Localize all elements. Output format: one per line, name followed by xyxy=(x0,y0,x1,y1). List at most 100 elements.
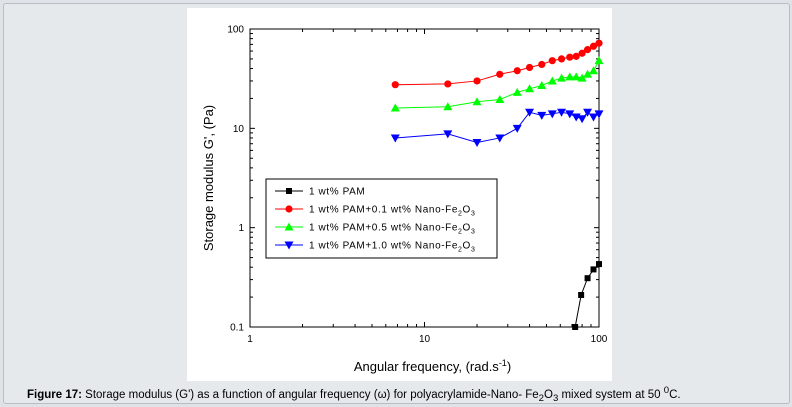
legend-label: 1 wt% PAM xyxy=(309,187,365,198)
data-point xyxy=(547,110,557,119)
data-point xyxy=(525,63,534,72)
legend-label: 1 wt% PAM+0.5 wt% Nano-Fe2O3 xyxy=(309,223,475,236)
y-axis-title: Storage modulus G', (Pa) xyxy=(201,105,216,251)
data-point xyxy=(557,73,567,82)
data-point xyxy=(583,46,592,54)
data-point xyxy=(495,95,505,104)
data-point xyxy=(525,108,535,117)
data-point xyxy=(538,60,546,69)
data-point xyxy=(578,291,585,298)
caption-text-after: mixed system at 50 xyxy=(558,388,664,401)
legend-label-main: 1 wt% PAM+0.5 wt% Nano-Fe xyxy=(309,223,458,234)
legend-marker xyxy=(284,222,294,231)
data-point xyxy=(590,266,597,273)
data-point xyxy=(577,115,587,124)
data-point xyxy=(589,113,599,122)
data-point xyxy=(578,49,586,57)
x-tick-label: 10 xyxy=(419,334,431,345)
legend-entry: 1 wt% PAM xyxy=(275,187,365,198)
data-point xyxy=(496,70,504,78)
data-point xyxy=(537,111,547,120)
x-axis-title-sup: -1 xyxy=(499,358,507,368)
x-tick-label: 100 xyxy=(591,334,608,345)
plot-panel: 1 10 100 0.1 1 10 100 Angular frequency, (rad.s… xyxy=(187,8,612,381)
legend-label-main: 1 wt% PAM+1.0 wt% Nano-Fe xyxy=(309,241,458,252)
data-point xyxy=(584,275,591,282)
data-point xyxy=(444,80,452,88)
data-point xyxy=(583,69,593,78)
legend-label-sub1: 2 xyxy=(458,247,463,254)
x-tick-label: 1 xyxy=(247,334,253,345)
caption-label: Figure 17: xyxy=(27,388,82,401)
data-point xyxy=(495,134,505,143)
series-3 xyxy=(390,56,604,112)
data-point xyxy=(512,87,522,96)
series-2 xyxy=(391,39,603,89)
data-point xyxy=(577,73,587,82)
data-point xyxy=(473,77,481,85)
series-line xyxy=(395,111,600,144)
data-point xyxy=(391,81,399,89)
legend-label-sub2: 3 xyxy=(471,211,476,218)
caption-mid1: O xyxy=(543,388,553,401)
data-point xyxy=(472,97,482,106)
caption-sub1: 2 xyxy=(538,393,544,405)
data-point xyxy=(571,72,581,81)
caption-unit: C. xyxy=(669,388,681,401)
data-point xyxy=(557,55,566,63)
data-point xyxy=(443,130,453,139)
data-point xyxy=(596,261,602,268)
data-point xyxy=(595,39,603,47)
data-point xyxy=(572,324,579,330)
legend-label-sub1: 2 xyxy=(458,229,463,236)
data-point xyxy=(565,72,575,81)
data-point xyxy=(557,108,567,117)
caption-sub2: 3 xyxy=(552,393,559,405)
data-point xyxy=(472,139,482,148)
data-point xyxy=(390,134,400,143)
legend-label-sub2: 3 xyxy=(471,229,476,236)
caption-text-before: Storage modulus (G') as a function of an… xyxy=(81,388,539,401)
legend-entry: 1 wt% PAM+0.5 wt% Nano-Fe2O3 xyxy=(275,222,475,236)
legend-label-sub2: 3 xyxy=(471,247,476,254)
y-tick-label: 10 xyxy=(233,124,245,135)
caption-sup: 0 xyxy=(663,385,670,396)
legend-entry: 1 wt% PAM+1.0 wt% Nano-Fe2O3 xyxy=(275,241,475,254)
data-point xyxy=(594,56,604,65)
data-point xyxy=(572,52,580,60)
x-axis-title: Angular frequency, (rad.s-1) xyxy=(354,358,511,374)
series-1 xyxy=(572,261,602,330)
figure-frame: 1 10 100 0.1 1 10 100 Angular frequency, (rad.s… xyxy=(3,3,790,404)
legend-marker xyxy=(286,188,292,194)
x-axis-title-close: ) xyxy=(507,359,511,374)
data-point xyxy=(513,67,521,75)
data-point xyxy=(566,53,574,61)
data-point xyxy=(525,84,535,93)
y-tick-label: 100 xyxy=(227,25,244,36)
y-tick-label: 0.1 xyxy=(230,323,244,334)
legend-entry: 1 wt% PAM+0.1 wt% Nano-Fe2O3 xyxy=(275,205,475,218)
legend-label-sub1: 2 xyxy=(458,211,463,218)
data-point xyxy=(583,108,593,117)
data-point xyxy=(548,57,556,65)
legend-label-main: 1 wt% PAM xyxy=(309,187,365,198)
legend-box xyxy=(265,178,498,259)
legend-label-mid: O xyxy=(463,205,471,216)
legend-label-mid: O xyxy=(463,223,471,234)
data-point xyxy=(594,110,604,119)
data-point xyxy=(565,110,575,119)
legend-label-main: 1 wt% PAM+0.1 wt% Nano-Fe xyxy=(309,205,458,216)
legend-label-mid: O xyxy=(463,241,471,252)
data-point xyxy=(589,42,598,50)
data-point xyxy=(547,76,557,85)
data-point xyxy=(443,102,453,111)
y-tick-label: 1 xyxy=(238,223,244,234)
legend-label: 1 wt% PAM+1.0 wt% Nano-Fe2O3 xyxy=(309,241,475,254)
data-point xyxy=(512,124,522,133)
x-axis-title-text: Angular frequency, (rad.s xyxy=(354,359,499,374)
data-point xyxy=(537,80,547,89)
figure-caption: Figure 17: Storage modulus (G') as a fun… xyxy=(27,385,767,404)
data-point xyxy=(589,66,599,75)
